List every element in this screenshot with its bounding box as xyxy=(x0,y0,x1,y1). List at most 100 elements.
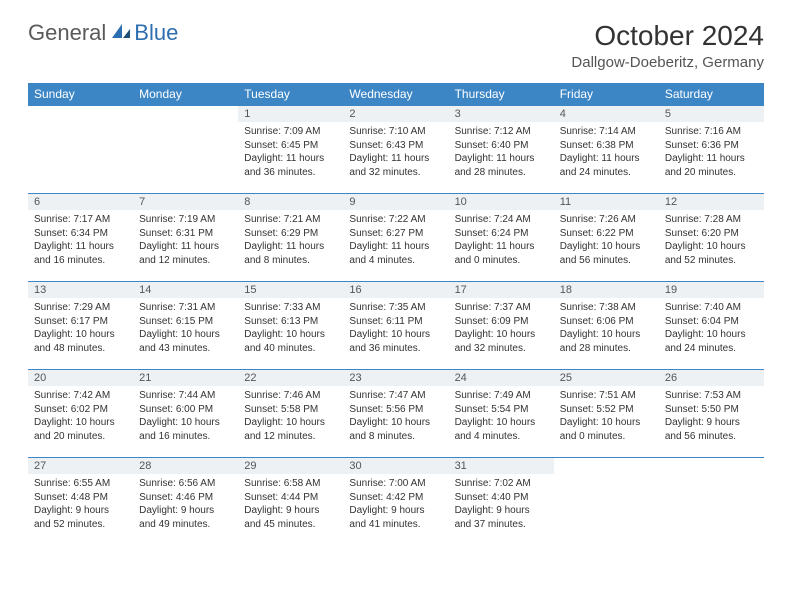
day-body: Sunrise: 7:29 AMSunset: 6:17 PMDaylight:… xyxy=(28,298,133,359)
sunrise-text: Sunrise: 7:09 AM xyxy=(244,125,337,139)
logo-text-general: General xyxy=(28,20,106,46)
day-number: 22 xyxy=(238,370,343,386)
daylight-text: Daylight: 11 hours and 16 minutes. xyxy=(34,240,127,267)
sunrise-text: Sunrise: 7:40 AM xyxy=(665,301,758,315)
day-number: 1 xyxy=(238,106,343,122)
dayhead-wed: Wednesday xyxy=(343,83,448,106)
day-body: Sunrise: 7:38 AMSunset: 6:06 PMDaylight:… xyxy=(554,298,659,359)
day-cell: 22Sunrise: 7:46 AMSunset: 5:58 PMDayligh… xyxy=(238,370,343,458)
day-cell: 15Sunrise: 7:33 AMSunset: 6:13 PMDayligh… xyxy=(238,282,343,370)
sunset-text: Sunset: 6:29 PM xyxy=(244,227,337,241)
daylight-text: Daylight: 11 hours and 0 minutes. xyxy=(455,240,548,267)
sunset-text: Sunset: 6:31 PM xyxy=(139,227,232,241)
sunset-text: Sunset: 5:58 PM xyxy=(244,403,337,417)
day-body: Sunrise: 7:44 AMSunset: 6:00 PMDaylight:… xyxy=(133,386,238,447)
calendar-table: Sunday Monday Tuesday Wednesday Thursday… xyxy=(28,83,764,546)
daylight-text: Daylight: 9 hours and 45 minutes. xyxy=(244,504,337,531)
sunrise-text: Sunrise: 7:37 AM xyxy=(455,301,548,315)
day-cell: 5Sunrise: 7:16 AMSunset: 6:36 PMDaylight… xyxy=(659,106,764,194)
day-number: 14 xyxy=(133,282,238,298)
sunrise-text: Sunrise: 7:17 AM xyxy=(34,213,127,227)
day-number: 27 xyxy=(28,458,133,474)
day-number: 21 xyxy=(133,370,238,386)
day-cell: 29Sunrise: 6:58 AMSunset: 4:44 PMDayligh… xyxy=(238,458,343,546)
sunset-text: Sunset: 6:09 PM xyxy=(455,315,548,329)
sunset-text: Sunset: 6:15 PM xyxy=(139,315,232,329)
day-body: Sunrise: 6:58 AMSunset: 4:44 PMDaylight:… xyxy=(238,474,343,535)
sunrise-text: Sunrise: 6:55 AM xyxy=(34,477,127,491)
sunset-text: Sunset: 6:24 PM xyxy=(455,227,548,241)
day-body: Sunrise: 7:42 AMSunset: 6:02 PMDaylight:… xyxy=(28,386,133,447)
day-cell: 4Sunrise: 7:14 AMSunset: 6:38 PMDaylight… xyxy=(554,106,659,194)
day-cell: 7Sunrise: 7:19 AMSunset: 6:31 PMDaylight… xyxy=(133,194,238,282)
day-cell: 17Sunrise: 7:37 AMSunset: 6:09 PMDayligh… xyxy=(449,282,554,370)
daylight-text: Daylight: 11 hours and 24 minutes. xyxy=(560,152,653,179)
sunrise-text: Sunrise: 7:49 AM xyxy=(455,389,548,403)
sunset-text: Sunset: 6:11 PM xyxy=(349,315,442,329)
day-cell xyxy=(659,458,764,546)
sunset-text: Sunset: 6:43 PM xyxy=(349,139,442,153)
day-cell: 6Sunrise: 7:17 AMSunset: 6:34 PMDaylight… xyxy=(28,194,133,282)
daylight-text: Daylight: 10 hours and 28 minutes. xyxy=(560,328,653,355)
sunset-text: Sunset: 6:00 PM xyxy=(139,403,232,417)
day-cell xyxy=(28,106,133,194)
day-number: 9 xyxy=(343,194,448,210)
day-cell: 28Sunrise: 6:56 AMSunset: 4:46 PMDayligh… xyxy=(133,458,238,546)
daylight-text: Daylight: 11 hours and 32 minutes. xyxy=(349,152,442,179)
day-body: Sunrise: 7:37 AMSunset: 6:09 PMDaylight:… xyxy=(449,298,554,359)
day-number: 31 xyxy=(449,458,554,474)
sunrise-text: Sunrise: 7:33 AM xyxy=(244,301,337,315)
day-body: Sunrise: 7:00 AMSunset: 4:42 PMDaylight:… xyxy=(343,474,448,535)
daylight-text: Daylight: 10 hours and 36 minutes. xyxy=(349,328,442,355)
sunset-text: Sunset: 4:46 PM xyxy=(139,491,232,505)
dayhead-mon: Monday xyxy=(133,83,238,106)
day-body: Sunrise: 7:17 AMSunset: 6:34 PMDaylight:… xyxy=(28,210,133,271)
calendar-row: 1Sunrise: 7:09 AMSunset: 6:45 PMDaylight… xyxy=(28,106,764,194)
sunrise-text: Sunrise: 7:12 AM xyxy=(455,125,548,139)
sunrise-text: Sunrise: 7:51 AM xyxy=(560,389,653,403)
sunset-text: Sunset: 5:50 PM xyxy=(665,403,758,417)
daylight-text: Daylight: 11 hours and 28 minutes. xyxy=(455,152,548,179)
dayhead-tue: Tuesday xyxy=(238,83,343,106)
day-cell: 8Sunrise: 7:21 AMSunset: 6:29 PMDaylight… xyxy=(238,194,343,282)
sunset-text: Sunset: 6:06 PM xyxy=(560,315,653,329)
sunrise-text: Sunrise: 7:24 AM xyxy=(455,213,548,227)
dayhead-row: Sunday Monday Tuesday Wednesday Thursday… xyxy=(28,83,764,106)
sunset-text: Sunset: 6:34 PM xyxy=(34,227,127,241)
day-number: 30 xyxy=(343,458,448,474)
sunset-text: Sunset: 6:22 PM xyxy=(560,227,653,241)
sunset-text: Sunset: 6:27 PM xyxy=(349,227,442,241)
day-body: Sunrise: 7:22 AMSunset: 6:27 PMDaylight:… xyxy=(343,210,448,271)
sunrise-text: Sunrise: 6:56 AM xyxy=(139,477,232,491)
day-number: 8 xyxy=(238,194,343,210)
day-cell: 27Sunrise: 6:55 AMSunset: 4:48 PMDayligh… xyxy=(28,458,133,546)
day-body: Sunrise: 7:33 AMSunset: 6:13 PMDaylight:… xyxy=(238,298,343,359)
day-number: 19 xyxy=(659,282,764,298)
daylight-text: Daylight: 10 hours and 0 minutes. xyxy=(560,416,653,443)
sunrise-text: Sunrise: 7:38 AM xyxy=(560,301,653,315)
day-number: 24 xyxy=(449,370,554,386)
sunrise-text: Sunrise: 7:47 AM xyxy=(349,389,442,403)
day-cell: 24Sunrise: 7:49 AMSunset: 5:54 PMDayligh… xyxy=(449,370,554,458)
day-body: Sunrise: 7:49 AMSunset: 5:54 PMDaylight:… xyxy=(449,386,554,447)
day-number: 11 xyxy=(554,194,659,210)
sunrise-text: Sunrise: 7:00 AM xyxy=(349,477,442,491)
daylight-text: Daylight: 9 hours and 52 minutes. xyxy=(34,504,127,531)
day-body: Sunrise: 6:55 AMSunset: 4:48 PMDaylight:… xyxy=(28,474,133,535)
logo: General Blue xyxy=(28,20,178,46)
day-number: 18 xyxy=(554,282,659,298)
day-body: Sunrise: 7:21 AMSunset: 6:29 PMDaylight:… xyxy=(238,210,343,271)
sunrise-text: Sunrise: 7:02 AM xyxy=(455,477,548,491)
day-number: 26 xyxy=(659,370,764,386)
sunset-text: Sunset: 5:54 PM xyxy=(455,403,548,417)
day-body: Sunrise: 7:19 AMSunset: 6:31 PMDaylight:… xyxy=(133,210,238,271)
sunrise-text: Sunrise: 7:29 AM xyxy=(34,301,127,315)
sunset-text: Sunset: 6:17 PM xyxy=(34,315,127,329)
day-number: 17 xyxy=(449,282,554,298)
day-cell: 9Sunrise: 7:22 AMSunset: 6:27 PMDaylight… xyxy=(343,194,448,282)
calendar-row: 6Sunrise: 7:17 AMSunset: 6:34 PMDaylight… xyxy=(28,194,764,282)
sunrise-text: Sunrise: 7:19 AM xyxy=(139,213,232,227)
day-body: Sunrise: 7:47 AMSunset: 5:56 PMDaylight:… xyxy=(343,386,448,447)
sunrise-text: Sunrise: 7:42 AM xyxy=(34,389,127,403)
sunrise-text: Sunrise: 7:26 AM xyxy=(560,213,653,227)
